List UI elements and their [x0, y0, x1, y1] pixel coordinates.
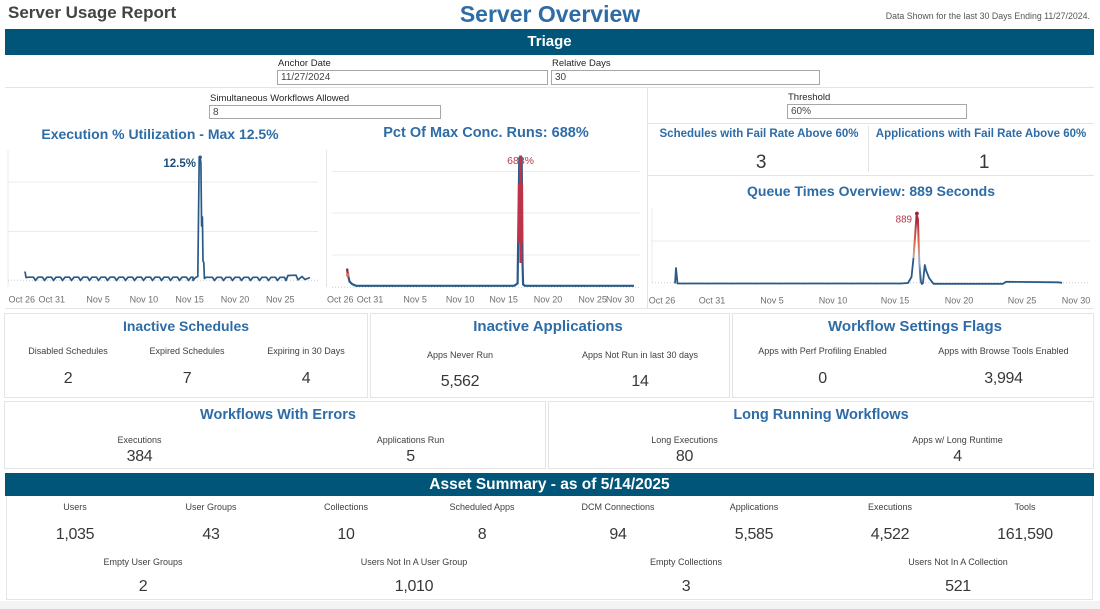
svg-text:Nov 25: Nov 25 — [578, 295, 607, 305]
svg-text:Oct 31: Oct 31 — [699, 296, 726, 306]
svg-text:Nov 25: Nov 25 — [266, 295, 295, 305]
svg-text:Oct 26: Oct 26 — [327, 295, 353, 305]
svg-text:Oct 31: Oct 31 — [39, 295, 66, 305]
svg-text:Nov 20: Nov 20 — [221, 295, 250, 305]
svg-text:Nov 20: Nov 20 — [945, 296, 974, 306]
svg-text:Oct 26: Oct 26 — [9, 295, 36, 305]
svg-text:Nov 30: Nov 30 — [606, 295, 635, 305]
svg-text:Oct 31: Oct 31 — [357, 295, 384, 305]
svg-text:Nov 10: Nov 10 — [130, 295, 159, 305]
svg-text:Nov 15: Nov 15 — [489, 295, 518, 305]
svg-text:Oct 26: Oct 26 — [649, 296, 676, 306]
svg-text:Nov 30: Nov 30 — [1062, 296, 1091, 306]
svg-text:Nov 5: Nov 5 — [760, 296, 784, 306]
svg-text:Nov 15: Nov 15 — [881, 296, 910, 306]
svg-text:889: 889 — [896, 215, 912, 226]
svg-text:Nov 10: Nov 10 — [819, 296, 848, 306]
svg-text:688%: 688% — [507, 155, 534, 167]
svg-text:Nov 20: Nov 20 — [534, 295, 563, 305]
svg-text:Nov 10: Nov 10 — [446, 295, 475, 305]
svg-text:Nov 5: Nov 5 — [403, 295, 427, 305]
svg-text:12.5%: 12.5% — [163, 158, 196, 170]
svg-text:Nov 25: Nov 25 — [1008, 296, 1037, 306]
svg-text:Nov 5: Nov 5 — [86, 295, 110, 305]
svg-text:Nov 15: Nov 15 — [175, 295, 204, 305]
